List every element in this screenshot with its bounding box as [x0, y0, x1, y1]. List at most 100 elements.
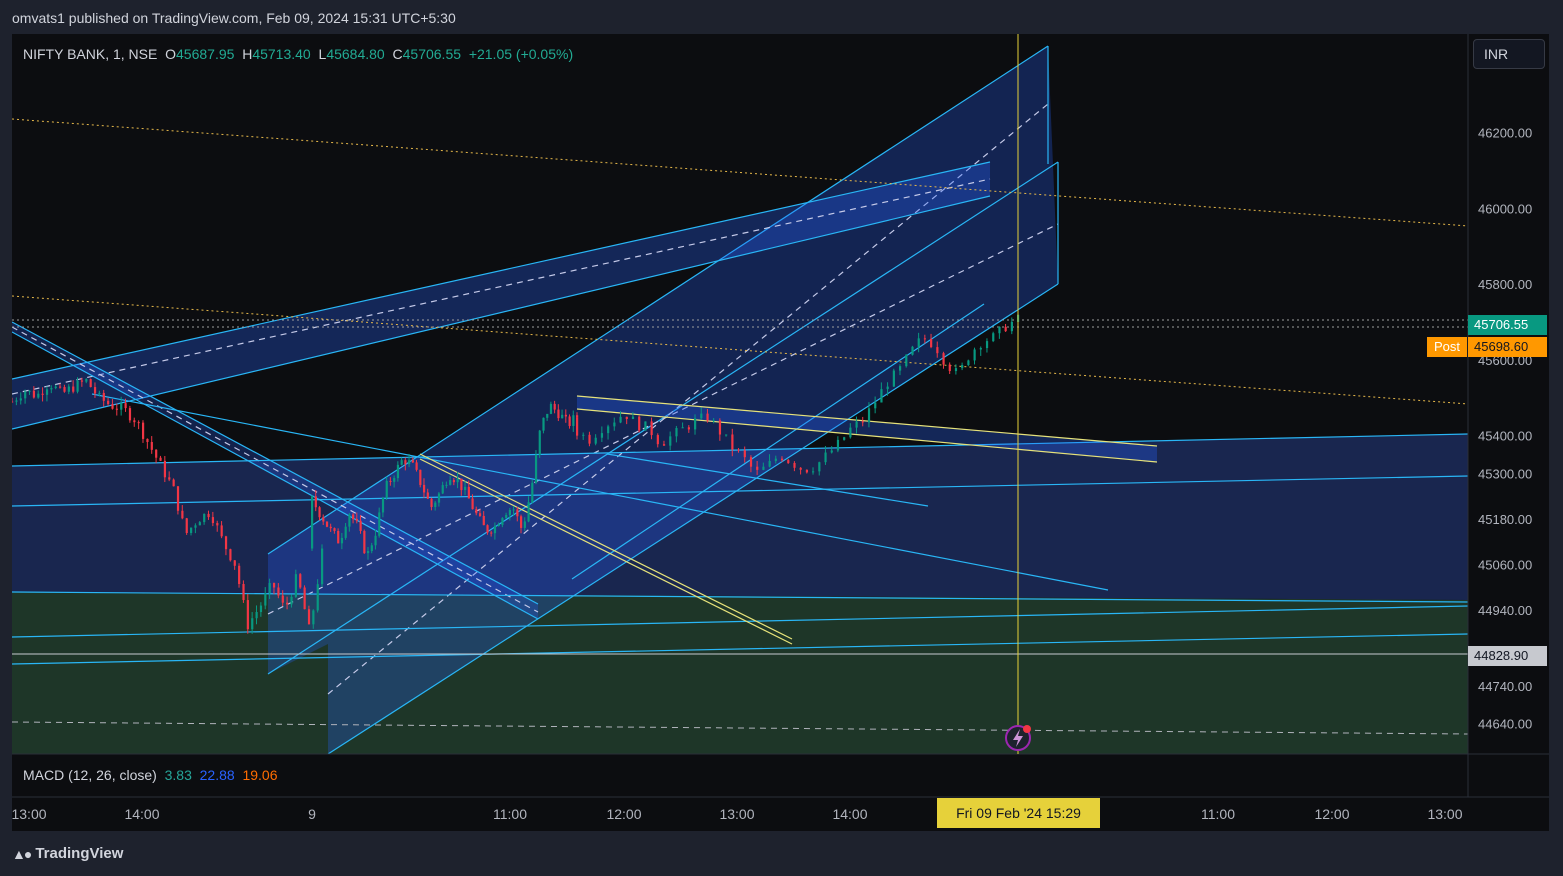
candle-body	[948, 364, 951, 372]
candle-body	[422, 484, 426, 493]
horizontal-line-5	[12, 633, 1468, 665]
candle-body	[80, 380, 84, 382]
candle-body	[19, 398, 22, 401]
candle-body	[456, 478, 459, 483]
post-price-badge: 45698.60	[1468, 337, 1547, 357]
candle-body	[111, 404, 114, 409]
candle-body	[824, 452, 827, 463]
candle-body	[59, 386, 62, 388]
candle-body	[340, 537, 344, 544]
candle-body	[534, 454, 538, 483]
dashed-support-line	[12, 721, 1468, 735]
macd-signal-value: 22.88	[199, 767, 235, 783]
candle-body	[133, 420, 136, 423]
x-tick-label: 12:00	[1314, 806, 1349, 822]
symbol-name[interactable]: NIFTY BANK, 1, NSE	[23, 46, 158, 62]
sideways-channel-top	[576, 395, 1158, 447]
candle-body	[549, 403, 553, 414]
candle-body	[542, 417, 545, 431]
candle-body	[363, 530, 366, 554]
candle-body	[224, 536, 228, 550]
candle-body	[311, 496, 314, 549]
price-chart[interactable]: 46200.0046000.0045800.0045600.0045400.00…	[12, 34, 1549, 831]
candle-body	[482, 515, 485, 526]
candle-body	[54, 386, 57, 389]
sideways-channel-fill	[577, 396, 1157, 462]
cursor-time-label: Fri 09 Feb '24 15:29	[937, 798, 1100, 828]
diagonal-line-2	[606, 453, 929, 507]
candle-body	[471, 498, 474, 510]
candle-body	[992, 333, 995, 342]
candle-body	[168, 477, 171, 480]
candle-body	[366, 551, 370, 554]
published-header: omvats1 published on TradingView.com, Fe…	[12, 10, 456, 26]
candle-body	[355, 519, 358, 521]
candle-body	[607, 426, 610, 434]
candle-body	[172, 479, 175, 487]
candle-body	[72, 386, 75, 392]
candle-body	[478, 513, 482, 516]
candle-body	[731, 434, 734, 450]
candle-body	[467, 486, 470, 499]
currency-button[interactable]: INR	[1473, 39, 1545, 69]
candle-body	[512, 509, 515, 511]
candle-body	[799, 467, 802, 470]
candle-body	[762, 466, 765, 470]
close-value: 45706.55	[402, 46, 462, 62]
upper-channel-mid	[12, 178, 991, 395]
candle-body	[594, 437, 597, 444]
candle-body	[998, 326, 1001, 334]
candle-body	[656, 435, 659, 445]
candle-body	[329, 526, 332, 529]
candle-body	[756, 466, 759, 470]
candle-body	[146, 438, 149, 443]
candle-body	[150, 442, 153, 450]
macd-legend[interactable]: MACD (12, 26, close) 3.83 22.88 19.06	[23, 767, 278, 783]
candle-body	[588, 434, 591, 444]
y-tick-label: 45400.00	[1478, 429, 1532, 444]
candle-body	[613, 422, 616, 427]
candle-body	[880, 389, 883, 403]
candle-body	[687, 427, 691, 430]
candle-body	[497, 524, 500, 527]
candle-body	[855, 421, 858, 428]
open-value: 45687.95	[176, 46, 235, 62]
macd-label: MACD (12, 26, close)	[23, 767, 157, 783]
candle-body	[954, 368, 958, 372]
alert-lightning-icon[interactable]	[1005, 725, 1031, 751]
candle-body	[861, 421, 864, 423]
candle-body	[115, 408, 118, 410]
candle-body	[393, 478, 396, 482]
candle-body	[516, 509, 519, 517]
candle-body	[159, 457, 162, 461]
y-tick-label: 46200.00	[1478, 126, 1532, 141]
candle-body	[93, 387, 97, 394]
candle-body	[930, 338, 933, 348]
upper-channel-bottom	[12, 195, 991, 430]
candle-body	[650, 421, 653, 436]
candle-body	[333, 528, 336, 531]
candle-body	[314, 496, 317, 508]
candle-body	[381, 497, 385, 513]
tradingview-logo[interactable]: ▲● TradingView	[12, 845, 123, 862]
rising-channel-fill	[268, 46, 1058, 754]
close-label: C	[392, 46, 403, 62]
candle-body	[553, 403, 556, 410]
candle-body	[936, 347, 939, 354]
candle-body	[818, 462, 821, 472]
candle-body	[137, 422, 140, 424]
candle-body	[725, 434, 728, 436]
candle-body	[374, 535, 377, 546]
candle-body	[564, 414, 568, 417]
candle-body	[321, 548, 324, 585]
low-label: L	[318, 46, 327, 62]
falling-channel-top	[12, 321, 539, 605]
chart-area[interactable]: 46200.00 46000.00 45800.00 45600.00 45400.00…	[12, 34, 1549, 831]
dotted-resistance-2	[12, 295, 1468, 405]
candle-body	[681, 427, 684, 429]
candle-body	[28, 390, 31, 392]
candle-body	[700, 413, 703, 419]
candle-body	[312, 610, 315, 625]
rising-channel-mid2	[267, 223, 1059, 615]
upper-channel-fill	[12, 162, 990, 429]
